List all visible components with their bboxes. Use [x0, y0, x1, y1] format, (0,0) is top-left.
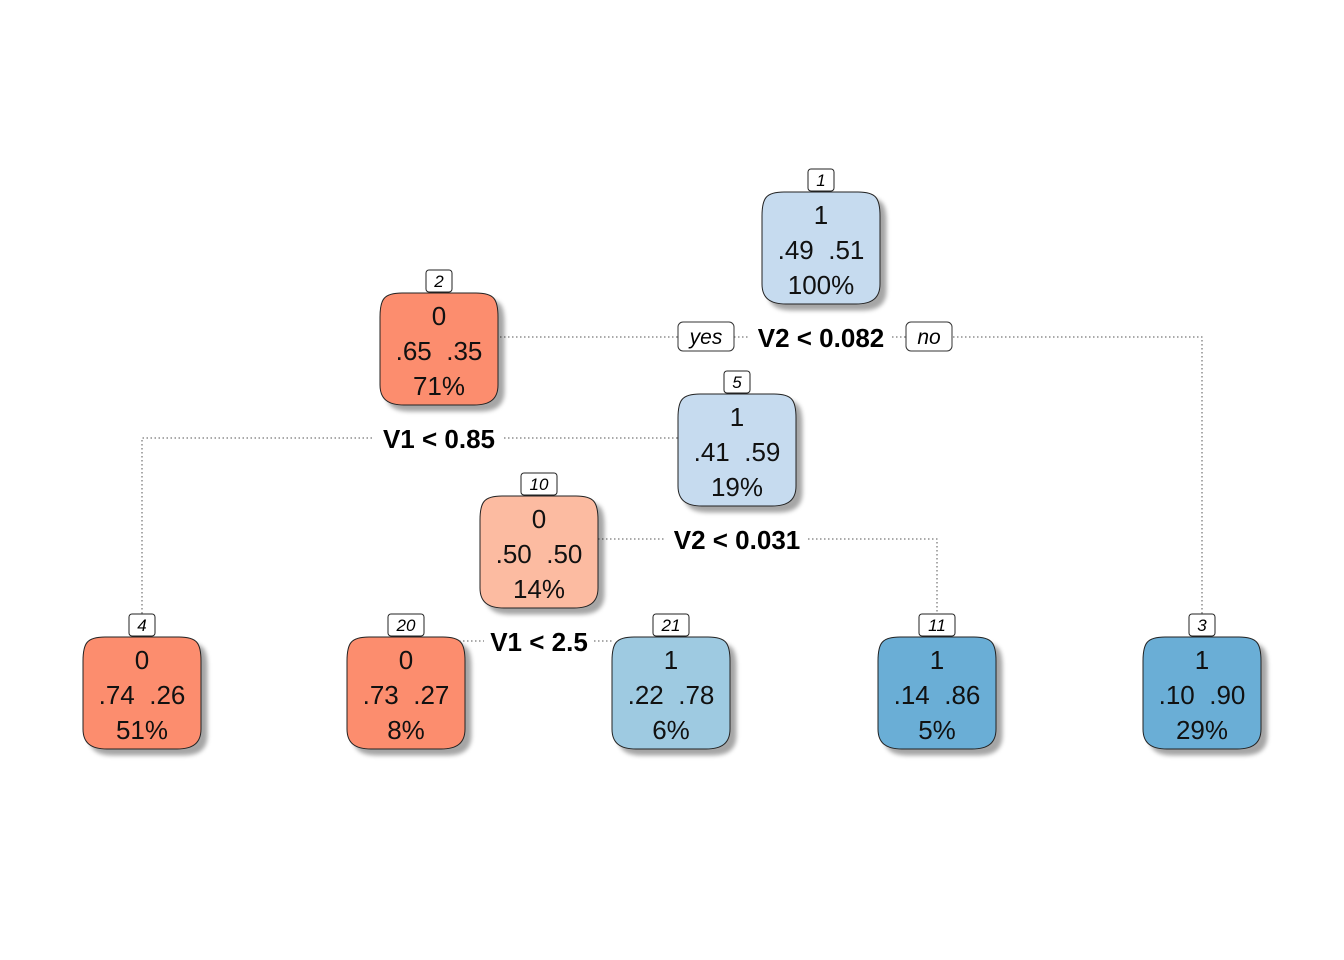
node-id-label: 3	[1197, 616, 1207, 635]
node-id-label: 10	[530, 475, 549, 494]
node-body	[346, 636, 466, 750]
yes-label-box: yes	[677, 321, 735, 352]
edge-1-to-3	[953, 336, 1203, 614]
node-probabilities: .50 .50	[496, 539, 583, 569]
split-rule-node-1: V2 < 0.082	[758, 323, 885, 353]
node-id-label: 21	[661, 616, 681, 635]
tree-node-20: 20 0 .73 .27 8%	[346, 613, 466, 750]
node-probabilities: .14 .86	[894, 680, 981, 710]
node-id-box	[918, 613, 956, 637]
node-id-box	[807, 168, 835, 192]
node-class-label: 0	[432, 301, 446, 331]
node-percent: 19%	[711, 472, 763, 502]
node-percent: 8%	[387, 715, 425, 745]
edge-2-to-4	[141, 437, 372, 614]
node-probabilities: .74 .26	[99, 680, 186, 710]
node-class-label: 1	[664, 645, 678, 675]
node-body	[761, 191, 881, 305]
node-percent: 5%	[918, 715, 956, 745]
node-class-label: 1	[814, 200, 828, 230]
node-body	[82, 636, 202, 750]
node-id-label: 4	[137, 616, 146, 635]
node-class-label: 0	[532, 504, 546, 534]
no-label: no	[917, 326, 941, 349]
node-body	[877, 636, 997, 750]
split-rule-node-2: V1 < 0.85	[383, 424, 495, 454]
split-rule-node-5: V2 < 0.031	[674, 525, 801, 555]
node-class-label: 0	[135, 645, 149, 675]
node-probabilities: .49 .51	[778, 235, 865, 265]
node-probabilities: .22 .78	[628, 680, 715, 710]
split-rule-node-10: V1 < 2.5	[490, 627, 588, 657]
node-id-box	[1188, 613, 1216, 637]
node-body	[677, 393, 797, 507]
node-probabilities: .73 .27	[363, 680, 450, 710]
node-id-box	[128, 613, 156, 637]
node-body	[379, 292, 499, 406]
node-class-label: 0	[399, 645, 413, 675]
node-percent: 29%	[1176, 715, 1228, 745]
no-label-box: no	[905, 321, 953, 352]
node-id-box	[387, 613, 425, 637]
node-percent: 14%	[513, 574, 565, 604]
tree-node-5: 5 1 .41 .59 19%	[677, 370, 797, 507]
node-class-label: 1	[730, 402, 744, 432]
node-id-box	[520, 472, 558, 496]
node-body	[611, 636, 731, 750]
tree-node-11: 111.14 .865%	[877, 613, 997, 750]
node-id-box	[723, 370, 751, 394]
node-probabilities: .65 .35	[396, 336, 483, 366]
node-probabilities: .41 .59	[694, 437, 781, 467]
node-percent: 51%	[116, 715, 168, 745]
node-class-label: 1	[1195, 645, 1209, 675]
node-id-label: 11	[928, 616, 946, 635]
tree-node-1: 1 1 .49 .51 100%	[761, 168, 881, 305]
tree-node-21: 21 1 .22 .78 6%	[611, 613, 731, 750]
node-body	[479, 495, 599, 609]
node-id-box	[652, 613, 690, 637]
node-percent: 100%	[788, 270, 855, 300]
yes-label: yes	[688, 326, 723, 349]
tree-node-4: 4 0 .74 .26 51%	[82, 613, 202, 750]
node-class-label: 1	[930, 645, 944, 675]
node-id-label: 20	[396, 616, 416, 635]
node-percent: 6%	[652, 715, 690, 745]
node-id-label: 5	[732, 373, 742, 392]
tree-node-2: 2 0 .65 .35 71%	[379, 269, 499, 406]
node-percent: 71%	[413, 371, 465, 401]
node-body	[1142, 636, 1262, 750]
node-id-box	[425, 269, 453, 293]
node-id-label: 1	[816, 171, 825, 190]
node-id-label: 2	[433, 272, 444, 291]
node-probabilities: .10 .90	[1159, 680, 1246, 710]
tree-node-10: 10 0 .50 .50 14%	[479, 472, 599, 609]
edge-5-to-11	[808, 538, 938, 614]
connector-lines	[141, 336, 1203, 642]
tree-node-3: 3 1 .10 .90 29%	[1142, 613, 1262, 750]
